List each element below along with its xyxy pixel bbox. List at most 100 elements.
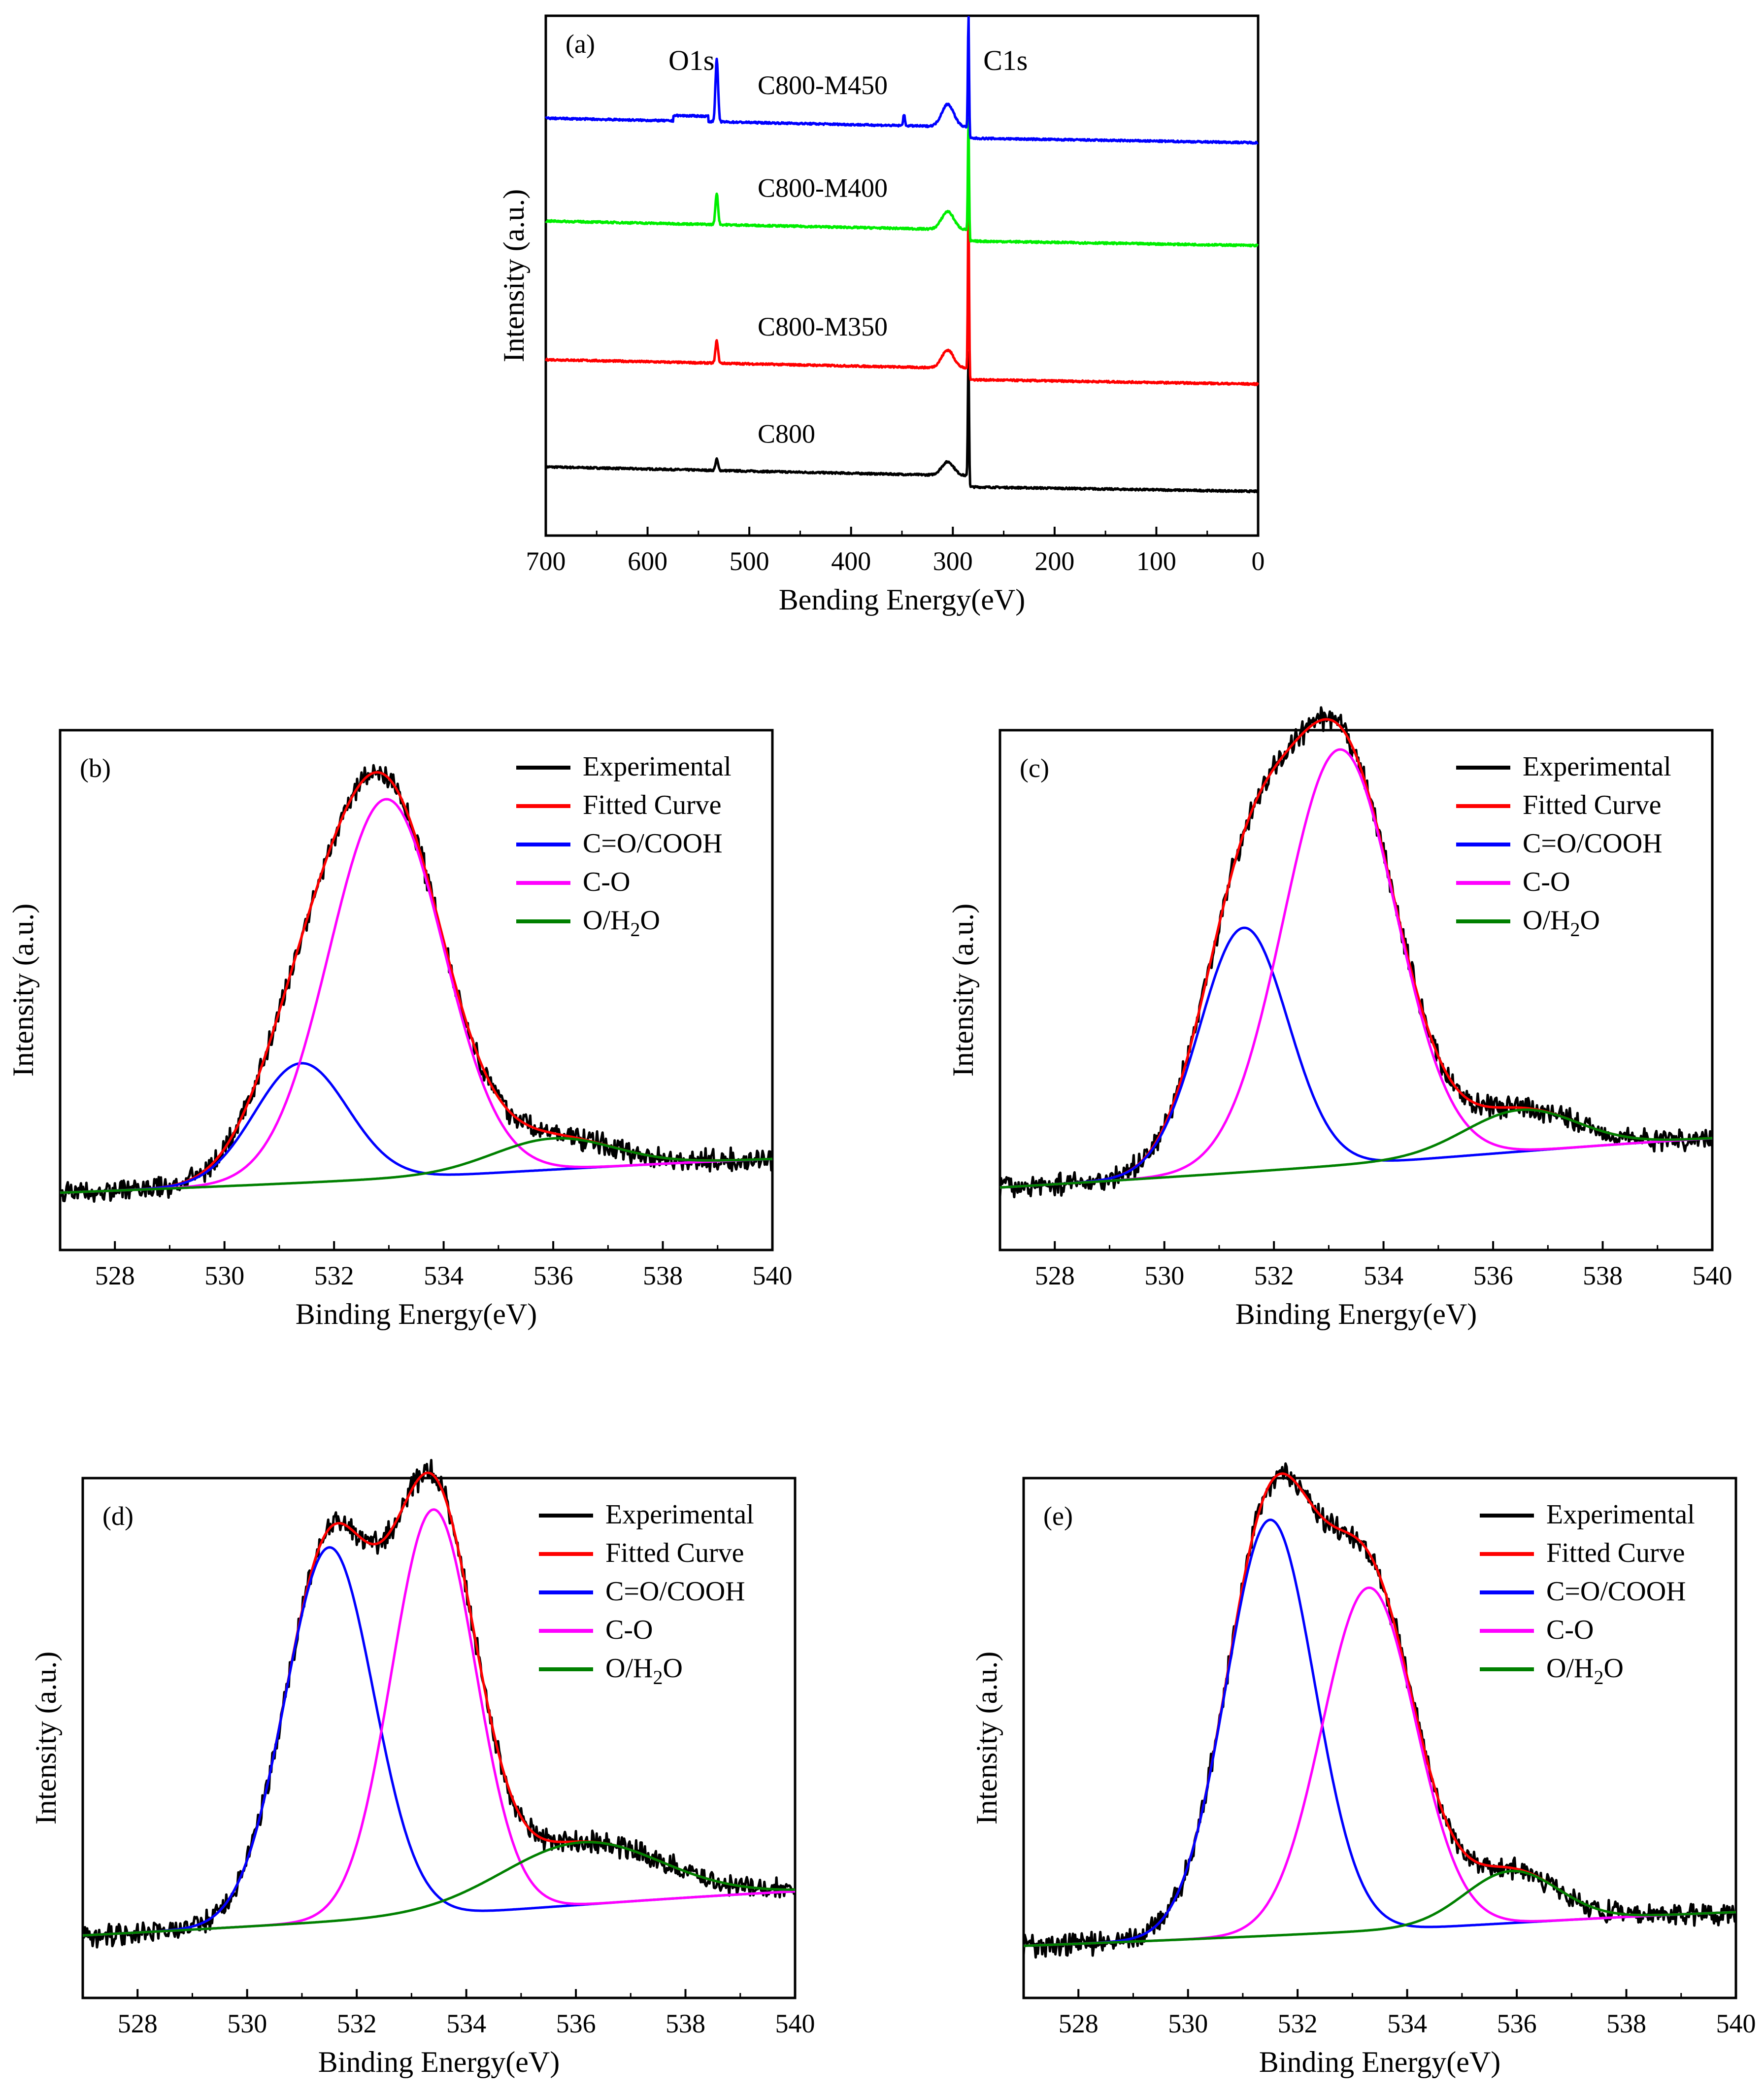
legend-entry: Fitted Curve bbox=[1546, 1538, 1685, 1568]
x-tick-label: 532 bbox=[337, 2009, 377, 2038]
x-tick-label: 700 bbox=[526, 546, 566, 576]
series-line-c800 bbox=[544, 351, 1259, 494]
legend-entry: C-O bbox=[1546, 1615, 1594, 1645]
x-tick-label: 536 bbox=[533, 1261, 573, 1290]
series-line-o-h2o bbox=[999, 1108, 1713, 1189]
x-tick-label: 538 bbox=[1583, 1261, 1623, 1290]
legend-entry: O/H2O bbox=[583, 905, 660, 941]
x-tick-label: 528 bbox=[118, 2009, 158, 2038]
series-line-c-o-cooh bbox=[60, 1062, 773, 1194]
series-label-c800-m400: C800-M400 bbox=[758, 173, 888, 203]
panel-label: (d) bbox=[102, 1501, 133, 1531]
x-tick-label: 532 bbox=[314, 1261, 354, 1290]
x-tick-label: 538 bbox=[643, 1261, 683, 1290]
x-tick-label: 400 bbox=[831, 546, 871, 576]
legend-entry: Experimental bbox=[1523, 751, 1671, 782]
x-axis-title: Binding Energy(eV) bbox=[296, 1298, 537, 1330]
x-tick-label: 540 bbox=[1716, 2009, 1756, 2038]
panel-b: Experimental Fitted Curve C=O/COOH C-O O/H2O… bbox=[7, 729, 793, 1330]
series-line-c800-m350 bbox=[544, 200, 1260, 386]
x-tick-label: 500 bbox=[730, 546, 769, 576]
x-axis-title: Binding Energy(eV) bbox=[1235, 1298, 1477, 1330]
series-line-o-h2o bbox=[1023, 1869, 1736, 1947]
x-axis-title: Binding Energy(eV) bbox=[1259, 2046, 1500, 2078]
legend-entry: C=O/COOH bbox=[1523, 828, 1663, 859]
x-tick-label: 530 bbox=[1168, 2009, 1208, 2038]
series-line-c-o-cooh bbox=[999, 926, 1713, 1189]
series-line-c-o bbox=[1023, 1587, 1736, 1947]
legend-entry: C=O/COOH bbox=[605, 1576, 745, 1607]
plot-frame bbox=[544, 14, 1260, 537]
legend-entry: Fitted Curve bbox=[1523, 790, 1662, 820]
y-axis-title: Intensity (a.u.) bbox=[30, 1652, 62, 1825]
panel-a: C800 C800-M350 C800-M400 C800-M450 O1s C1s 700… bbox=[498, 14, 1265, 616]
legend-entry: O/H2O bbox=[1546, 1653, 1624, 1689]
x-tick-label: 200 bbox=[1034, 546, 1074, 576]
x-tick-label: 536 bbox=[1473, 1261, 1513, 1290]
plot-frame bbox=[1022, 1477, 1737, 1999]
series-label-c800-m350: C800-M350 bbox=[758, 312, 888, 341]
x-tick-label: 528 bbox=[1059, 2009, 1098, 2038]
x-tick-label: 538 bbox=[666, 2009, 705, 2038]
series-label-c800: C800 bbox=[758, 419, 815, 449]
legend-entry: C=O/COOH bbox=[1546, 1576, 1686, 1607]
legend-entry: O/H2O bbox=[1523, 905, 1600, 941]
panel-e: Experimental Fitted Curve C=O/COOH C-O O/H2O… bbox=[970, 1462, 1756, 2078]
panel-label: (a) bbox=[566, 29, 595, 59]
legend-entry: Experimental bbox=[605, 1499, 754, 1530]
annotation-c1s: C1s bbox=[983, 44, 1028, 76]
x-tick-label: 538 bbox=[1606, 2009, 1646, 2038]
x-tick-label: 536 bbox=[1497, 2009, 1537, 2038]
series-line-o-h2o bbox=[60, 1137, 773, 1194]
y-axis-title: Intensity (a.u.) bbox=[498, 189, 530, 363]
x-tick-label: 600 bbox=[628, 546, 667, 576]
x-tick-label: 530 bbox=[1144, 1261, 1184, 1290]
legend-entry: C=O/COOH bbox=[583, 828, 723, 859]
plot-frame bbox=[81, 1477, 797, 1999]
plot-frame bbox=[59, 729, 774, 1251]
x-tick-label: 530 bbox=[227, 2009, 267, 2038]
panel-label: (b) bbox=[80, 753, 111, 783]
legend-entry: Fitted Curve bbox=[583, 790, 722, 820]
series-line-c800-m400 bbox=[545, 117, 1259, 248]
legend-entry: C-O bbox=[583, 867, 630, 897]
x-tick-label: 536 bbox=[556, 2009, 596, 2038]
x-axis-title: Bending Energy(eV) bbox=[779, 583, 1025, 616]
x-tick-label: 532 bbox=[1278, 2009, 1318, 2038]
series-line-experimental bbox=[81, 1459, 797, 1949]
panel-d: Experimental Fitted Curve C=O/COOH C-O O/H2O… bbox=[30, 1459, 815, 2078]
legend-entry: Experimental bbox=[1546, 1499, 1695, 1530]
legend-entry: Experimental bbox=[583, 751, 732, 782]
plot-frame bbox=[998, 729, 1714, 1251]
x-tick-label: 100 bbox=[1136, 546, 1176, 576]
x-tick-label: 532 bbox=[1254, 1261, 1294, 1290]
legend-entry: Fitted Curve bbox=[605, 1538, 744, 1568]
legend-entry: C-O bbox=[605, 1615, 653, 1645]
x-tick-label: 300 bbox=[933, 546, 973, 576]
y-axis-title: Intensity (a.u.) bbox=[947, 904, 979, 1077]
series-label-c800-m450: C800-M450 bbox=[758, 70, 888, 100]
x-tick-label: 530 bbox=[204, 1261, 244, 1290]
y-axis-title: Intensity (a.u.) bbox=[7, 904, 39, 1077]
x-tick-label: 534 bbox=[446, 2009, 486, 2038]
x-tick-label: 540 bbox=[1693, 1261, 1732, 1290]
series-line-experimental bbox=[1022, 1462, 1737, 1959]
x-tick-label: 540 bbox=[775, 2009, 815, 2038]
panel-c: Experimental Fitted Curve C=O/COOH C-O O/H2O… bbox=[947, 706, 1732, 1330]
panel-label: (c) bbox=[1020, 753, 1049, 783]
panel-label: (e) bbox=[1043, 1501, 1073, 1531]
x-tick-label: 534 bbox=[424, 1261, 464, 1290]
y-axis-title: Intensity (a.u.) bbox=[970, 1652, 1003, 1825]
legend-entry: O/H2O bbox=[605, 1653, 683, 1689]
x-tick-label: 534 bbox=[1364, 1261, 1403, 1290]
x-axis-title: Binding Energy(eV) bbox=[318, 2046, 560, 2078]
x-tick-label: 528 bbox=[1035, 1261, 1075, 1290]
series-line-o-h2o bbox=[82, 1841, 796, 1937]
series-line-c800-m450 bbox=[544, 16, 1259, 145]
legend-entry: C-O bbox=[1523, 867, 1570, 897]
x-tick-label: 534 bbox=[1387, 2009, 1427, 2038]
x-tick-label: 540 bbox=[753, 1261, 793, 1290]
annotation-o1s: O1s bbox=[668, 44, 714, 76]
x-tick-label: 528 bbox=[95, 1261, 135, 1290]
